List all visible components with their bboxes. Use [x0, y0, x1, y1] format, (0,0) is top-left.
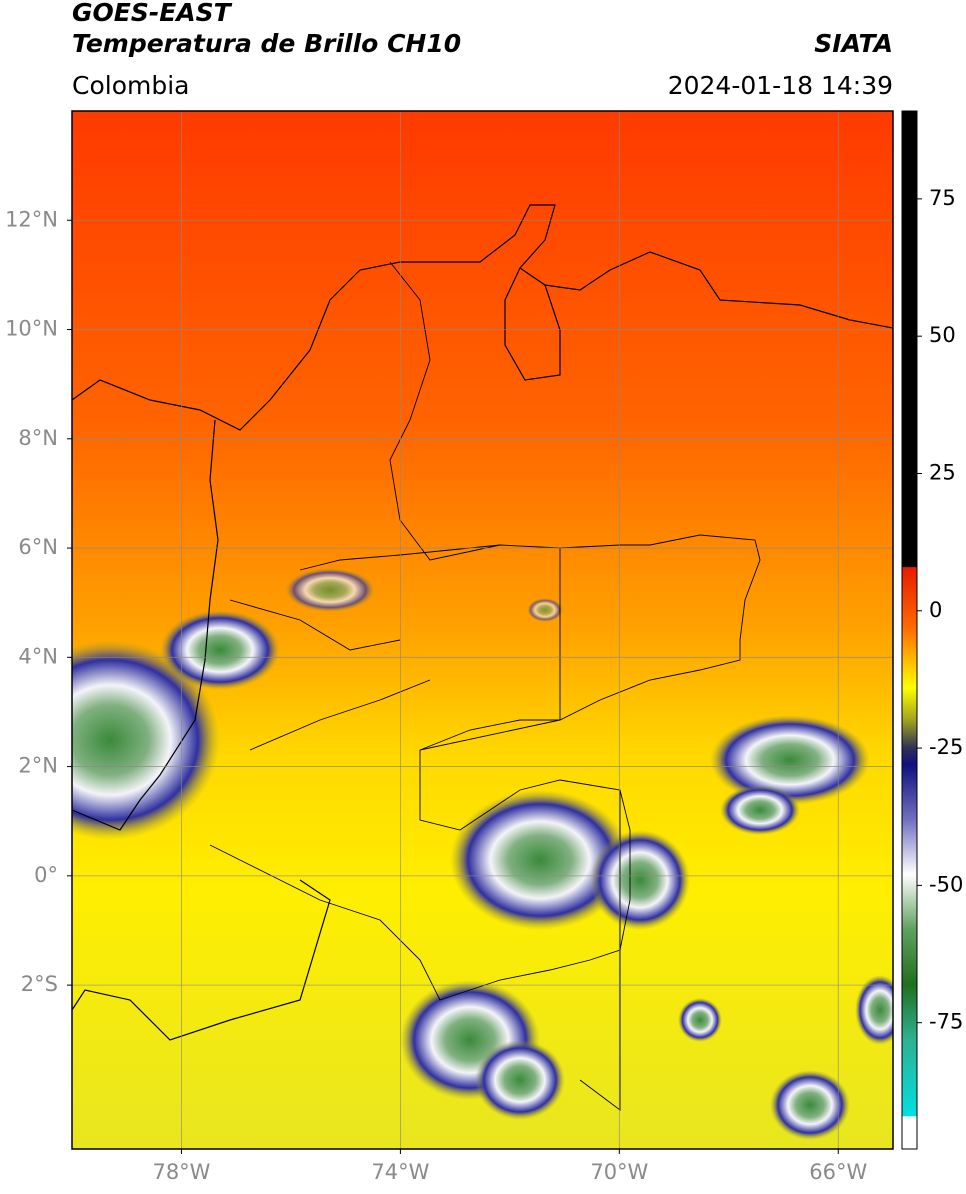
region: Colombia [72, 71, 189, 100]
colorbar-tick-label: 0 [929, 598, 942, 622]
x-tick-label: 66°W [809, 1160, 867, 1184]
cloud [475, 1040, 565, 1120]
y-tick-label: 10°N [5, 317, 58, 341]
colorbar [901, 110, 918, 1150]
y-tick-label: 8°N [18, 426, 58, 450]
cloud [527, 598, 563, 622]
cloud [160, 610, 280, 690]
x-tick-label: 70°W [590, 1160, 648, 1184]
y-tick-label: 6°N [18, 535, 58, 559]
title: GOES-EAST [72, 0, 233, 27]
cloud [450, 790, 630, 930]
map-frame [71, 110, 894, 1150]
y-tick-label: 0° [34, 863, 58, 887]
y-tick-label: 2°S [21, 972, 58, 996]
cloud [72, 640, 220, 840]
y-tick-label: 12°N [5, 207, 58, 231]
source: SIATA [814, 29, 893, 58]
cloud [285, 568, 375, 612]
cloud [855, 975, 893, 1045]
colorbar-tick-label: -75 [929, 1010, 963, 1034]
colorbar-tick-label: -50 [929, 872, 963, 896]
cloud [710, 715, 870, 805]
colorbar-tick-label: -25 [929, 735, 963, 759]
cloud [678, 998, 722, 1042]
x-tick-label: 74°W [371, 1160, 429, 1184]
x-tick-label: 78°W [152, 1160, 210, 1184]
cloud [590, 830, 690, 930]
colorbar-tick-label: 75 [929, 186, 956, 210]
timestamp: 2024-01-18 14:39 [668, 71, 893, 100]
map-image [72, 111, 893, 1149]
subtitle: Temperatura de Brillo CH10 [72, 29, 461, 58]
colorbar-tick-label: 50 [929, 323, 956, 347]
y-tick-label: 2°N [18, 754, 58, 778]
colorbar-tick-label: 25 [929, 460, 956, 484]
cloud [720, 785, 800, 835]
cloud [770, 1070, 850, 1140]
y-tick-label: 4°N [18, 644, 58, 668]
